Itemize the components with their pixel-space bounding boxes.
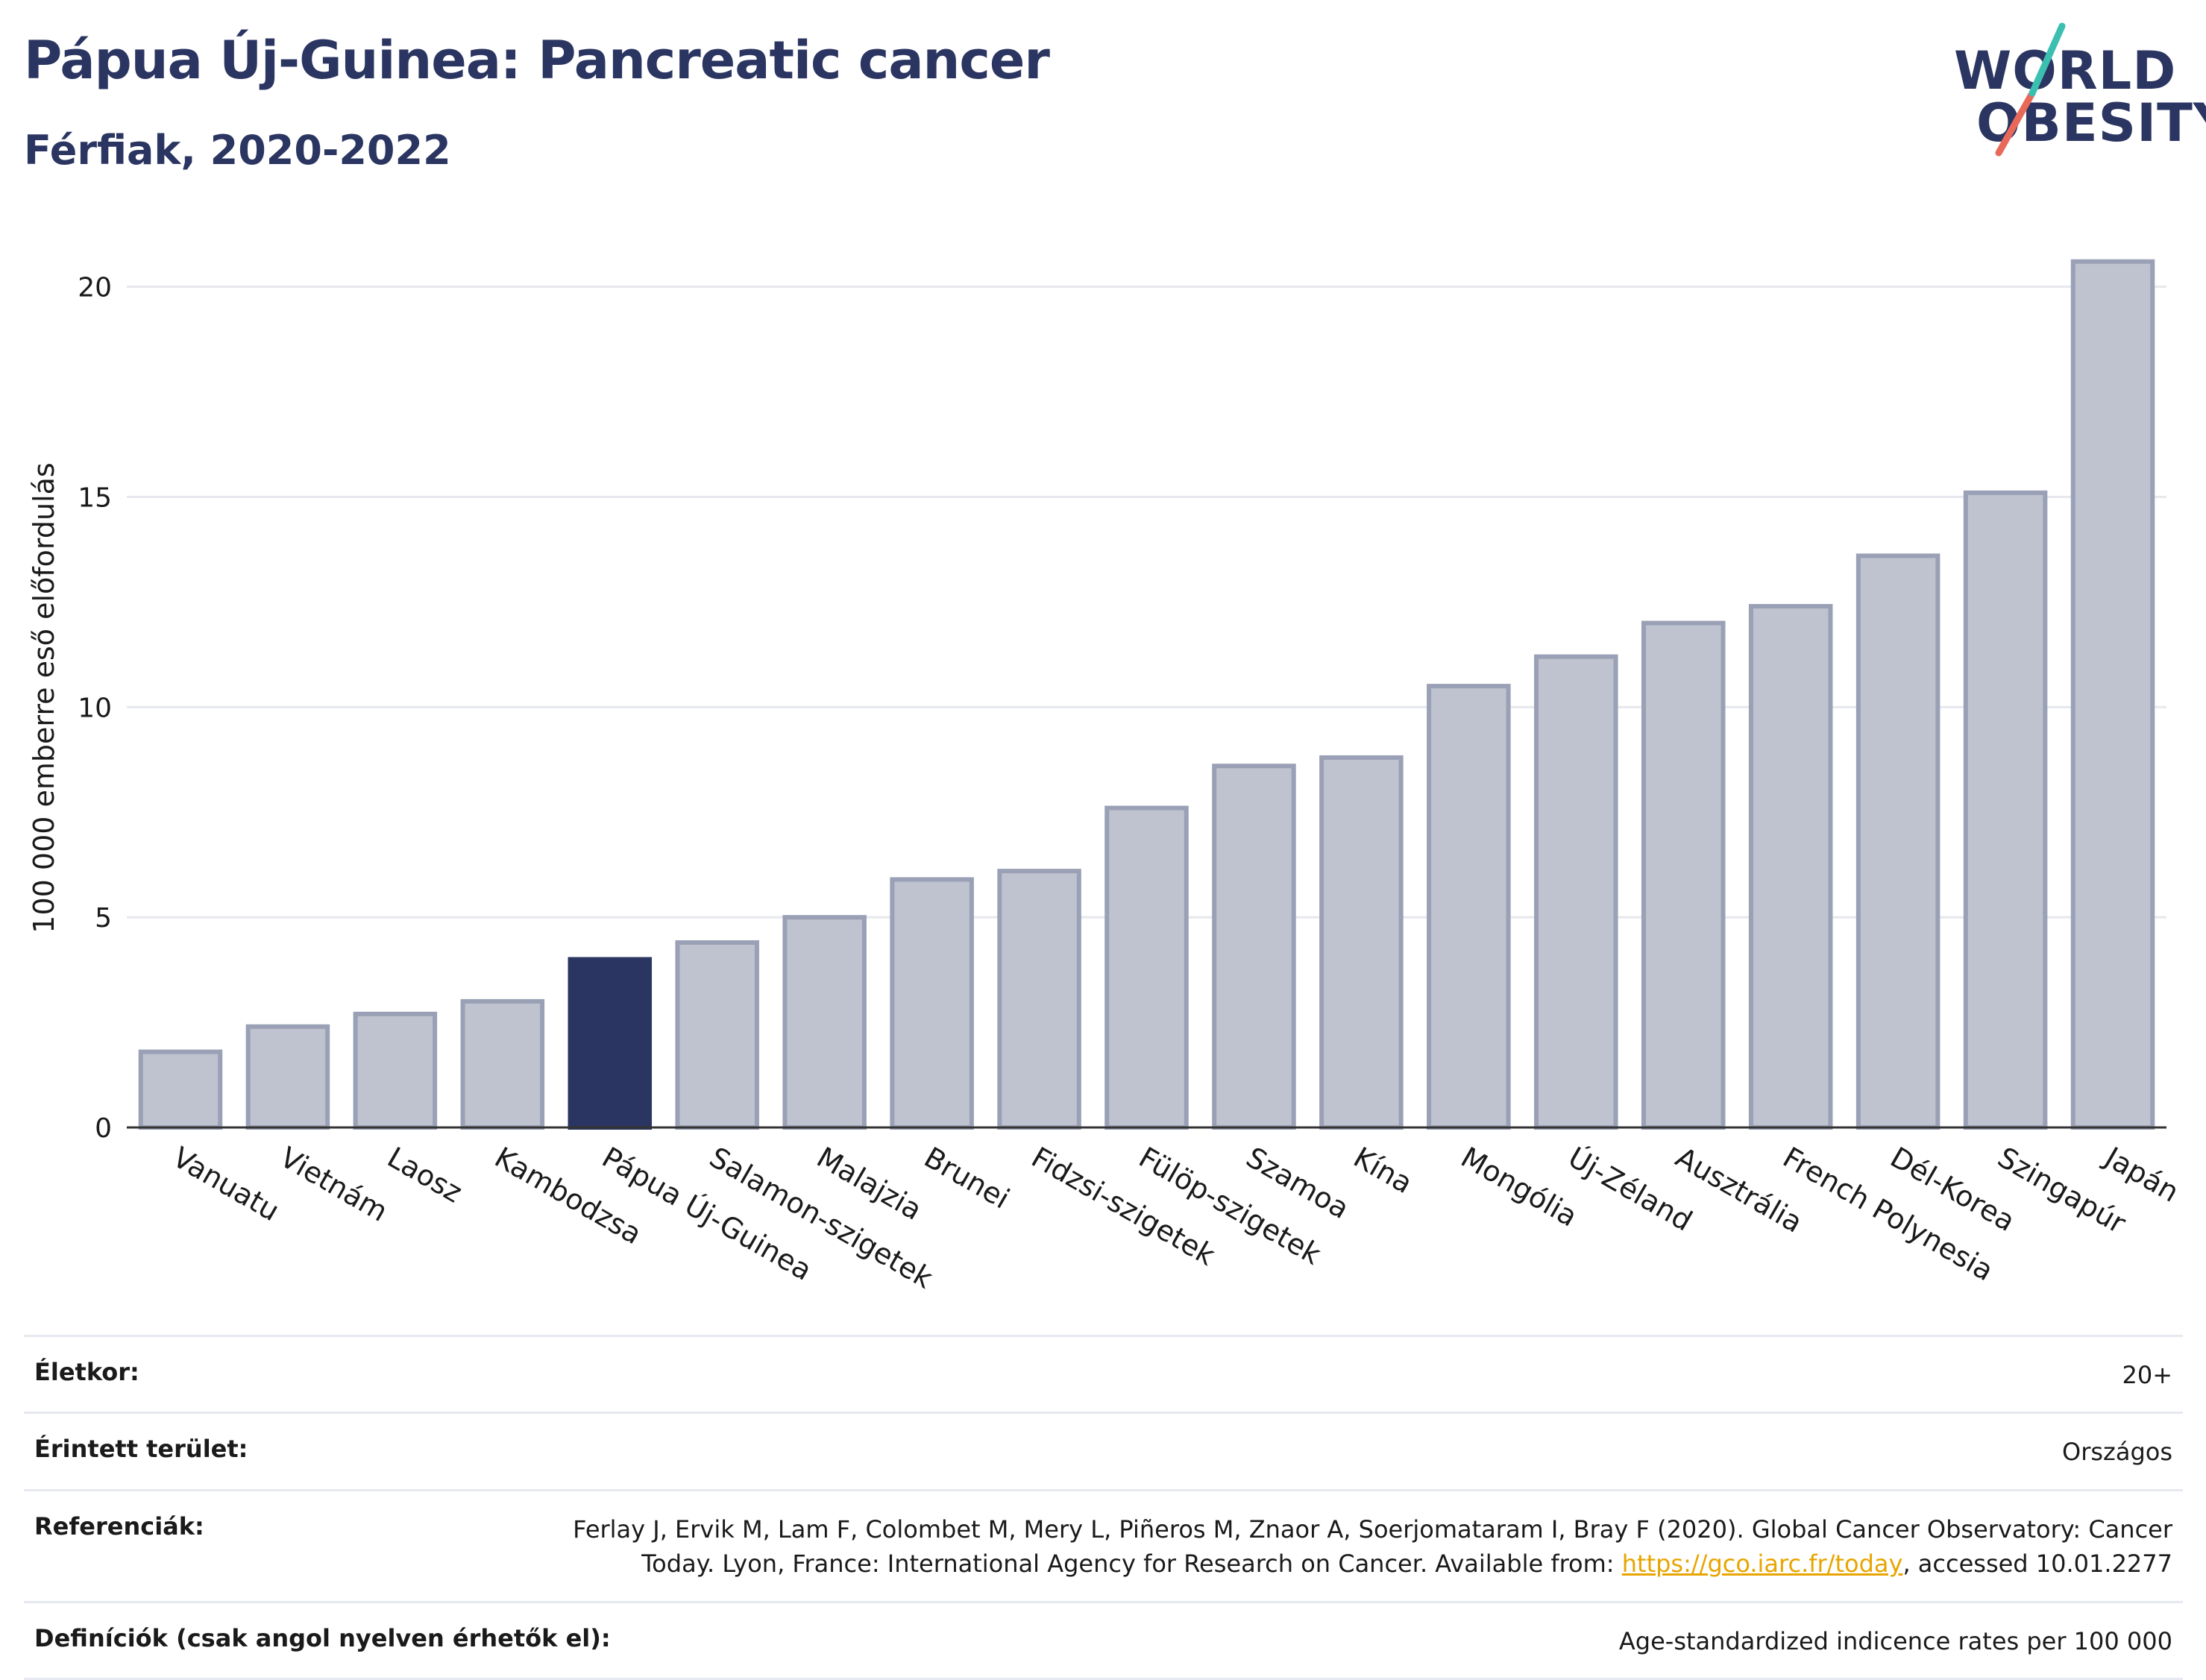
y-tick-label: 15 (78, 482, 112, 513)
bar (997, 869, 1081, 1130)
bar (1534, 654, 1618, 1130)
x-tick-label: Laosz (382, 1141, 468, 1209)
reference-text-1: Ferlay J, Ervik M, Lam F, Colombet M, Me… (573, 1514, 2172, 1544)
age-label: Életkor: (34, 1358, 139, 1386)
bar (1212, 764, 1296, 1130)
logo-line-1: WORLD (1954, 40, 2177, 101)
bar (1641, 620, 1726, 1130)
bar (1319, 755, 1404, 1130)
world-obesity-logo: WORLD OBESITY (1946, 22, 2206, 157)
bar (782, 915, 867, 1130)
bar (1855, 553, 1941, 1130)
x-tick-label: Vietnám (274, 1141, 393, 1228)
age-value: 20+ (2122, 1361, 2172, 1389)
bar (353, 1011, 438, 1130)
bar (890, 877, 974, 1130)
chart-subtitle: Férfiak, 2020-2022 (24, 127, 451, 174)
bar (1104, 805, 1189, 1130)
references-value: Ferlay J, Ervik M, Lam F, Colombet M, Me… (573, 1512, 2172, 1582)
y-tick-label: 20 (78, 273, 112, 303)
references-label: Referenciák: (34, 1511, 204, 1541)
info-row-age: Életkor: 20+ (24, 1335, 2183, 1412)
reference-text-2: Today. Lyon, France: International Agenc… (641, 1550, 1622, 1579)
definitions-value: Age-standardized indicence rates per 100… (1618, 1626, 2172, 1655)
info-row-area: Érintett terület: Országos (24, 1412, 2183, 1488)
x-tick-label: Mongólia (1456, 1141, 1583, 1233)
bar (1748, 603, 1833, 1130)
bar (2070, 259, 2155, 1130)
bar (1427, 684, 1511, 1130)
reference-text-3: , accessed 10.01.2277 (1902, 1550, 2172, 1579)
x-tick-label: Vanuatu (167, 1141, 285, 1227)
bars (138, 259, 2155, 1130)
x-tick-label: Japán (2099, 1140, 2185, 1209)
bar (460, 998, 545, 1130)
reference-link[interactable]: https://gco.iarc.fr/today (1621, 1550, 1903, 1579)
y-tick-label: 0 (95, 1113, 112, 1144)
bar (568, 957, 653, 1130)
x-tick-label: Fülöp-szigetek (1134, 1141, 1327, 1271)
x-tick-label: Brunei (919, 1141, 1015, 1215)
y-axis-title: 100 000 emberre eső előfordulás (28, 462, 60, 933)
definitions-label: Definíciók (csak angol nyelven érhetők e… (34, 1623, 611, 1652)
bar (138, 1049, 223, 1130)
y-tick-label: 5 (95, 903, 112, 934)
bar (1963, 490, 2048, 1130)
y-axis-ticks: 0 5 10 15 20 (78, 273, 112, 1144)
y-tick-label: 10 (78, 693, 112, 723)
x-tick-label: Kína (1348, 1141, 1418, 1201)
info-table: Életkor: 20+ Érintett terület: Országos … (24, 1335, 2183, 1680)
info-row-references: Referenciák: Ferlay J, Ervik M, Lam F, C… (24, 1488, 2183, 1601)
info-row-definitions: Definíciók (csak angol nyelven érhetők e… (24, 1600, 2183, 1680)
logo-slash-icon (1995, 22, 2066, 157)
bar (675, 940, 759, 1130)
area-value: Országos (2062, 1438, 2172, 1467)
chart-title: Pápua Új-Guinea: Pancreatic cancer (24, 30, 1050, 91)
area-label: Érintett terület: (34, 1435, 248, 1464)
bar (245, 1024, 330, 1130)
x-tick-label: Fidzsi-szigetek (1026, 1141, 1221, 1272)
